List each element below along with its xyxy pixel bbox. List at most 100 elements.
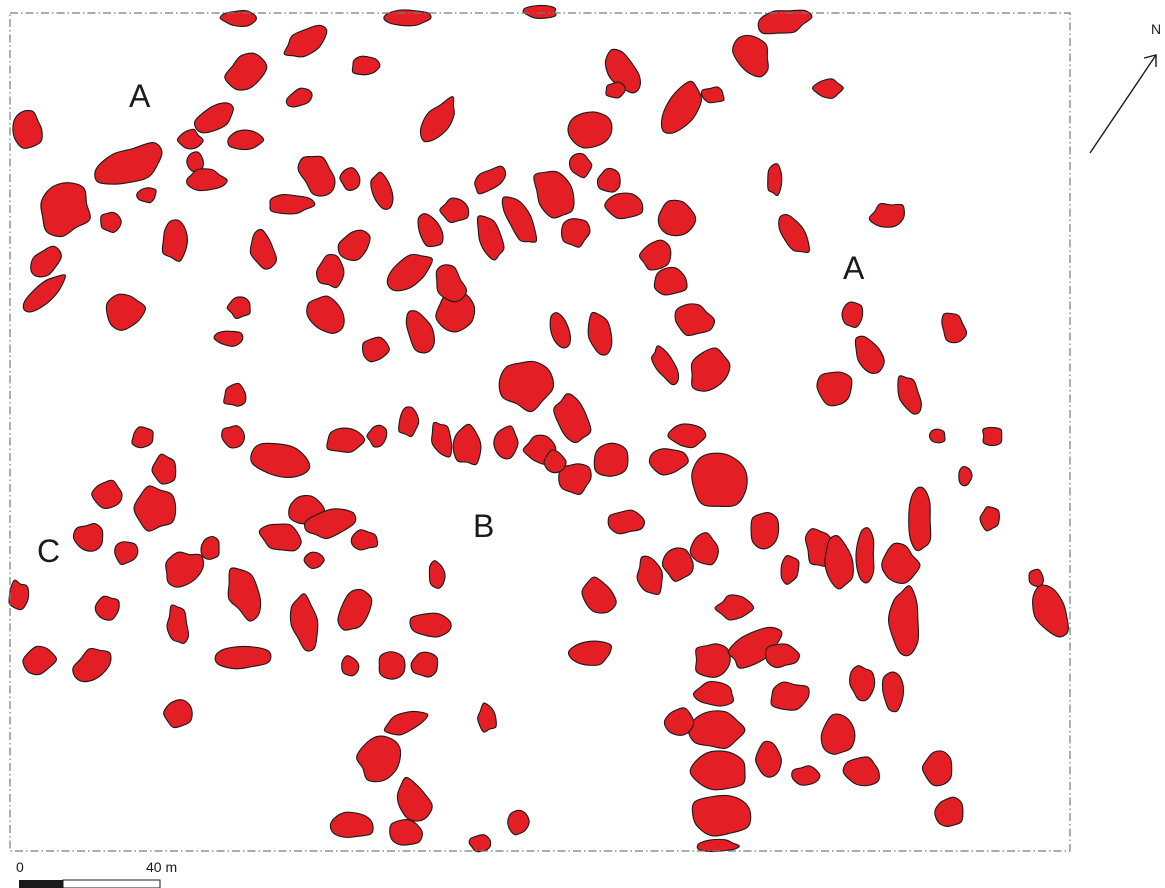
feature-patch [533,170,575,219]
feature-patch [94,595,120,621]
feature-patch [474,165,507,195]
feature-patch [663,707,695,736]
feature-patch [690,347,731,392]
feature-patch [337,229,371,261]
feature-patch [477,702,497,733]
feature-patch [498,360,555,413]
feature-patch [816,371,853,407]
feature-patch [431,421,453,458]
feature-patch [285,87,313,108]
feature-patch [219,9,257,27]
feature-patch [227,567,262,622]
feature-patch [824,535,854,590]
feature-patch [133,485,177,532]
feature-patch [941,312,968,344]
feature-patch [468,834,492,853]
feature-patch [350,529,379,551]
feature-patch [419,95,455,143]
feature-patch [476,215,505,261]
feature-patch [12,109,43,149]
feature-patch [361,336,390,363]
feature-patch [604,192,644,220]
feature-patch [636,555,663,596]
feature-patch [593,442,629,477]
feature-patch [767,163,783,197]
feature-patch [780,554,800,585]
feature-patch [661,547,694,582]
feature-patch [842,756,880,787]
feature-patch [22,645,58,676]
scale-bar-empty-segment [62,879,161,888]
feature-patch [409,612,452,638]
feature-patch [493,425,519,460]
feature-patch [558,463,592,495]
feature-patch [386,253,433,292]
feature-patch [339,167,361,191]
scale-bar-end-label: 40 m [146,859,178,875]
feature-patch [700,86,725,104]
feature-patch [820,713,856,755]
feature-patch [329,811,374,838]
feature-patch [435,264,468,303]
scale-bar-start-label: 0 [16,859,24,875]
feature-patch [854,335,885,374]
feature-patch [351,55,381,76]
feature-patch [696,838,740,853]
feature-patch [791,765,821,786]
feature-patch [732,34,769,78]
north-label: N [1151,21,1162,37]
feature-patch [567,111,613,149]
feature-patch [151,453,177,485]
feature-patch [1032,584,1069,638]
feature-patch [897,375,922,415]
feature-patch [378,651,406,680]
feature-patch [605,81,626,99]
feature-patch [695,643,731,678]
feature-patch [770,681,810,711]
feature-patch [543,449,567,474]
feature-patch [757,9,813,35]
feature-patch [226,296,251,320]
feature-patch [604,48,641,94]
feature-patch [849,665,876,702]
feature-patch [383,9,432,27]
feature-patch [193,102,234,134]
feature-patch [755,740,782,778]
feature-patch [223,382,247,407]
feature-patch [868,202,905,228]
feature-patch [249,228,278,270]
feature-patch [303,508,357,540]
feature-patch [841,301,864,329]
feature-patch [200,535,220,560]
feature-patch [667,423,707,449]
feature-patch [40,182,91,238]
feature-patch [410,651,439,678]
feature-patch [136,187,157,204]
feature-patch [908,486,932,552]
feature-patch [607,509,646,535]
feature-patch [22,274,67,313]
feature-patch [881,671,905,713]
feature-patch [366,424,388,448]
feature-patch [657,199,697,237]
feature-patch [691,794,752,837]
feature-patch [72,647,112,683]
feature-patch [221,425,246,449]
feature-patch [638,239,672,271]
feature-patch [452,423,482,466]
feature-patch [560,218,591,248]
north-arrow-icon [1089,54,1157,154]
feature-patch [691,452,748,508]
feature-patch [405,310,435,354]
feature-patch [163,699,193,729]
feature-patch [306,295,345,334]
feature-patch [687,710,746,749]
feature-patch [417,213,444,248]
feature-patch [1028,568,1044,588]
feature-patch [507,809,530,836]
feature-patch [250,442,311,478]
feature-patch [8,579,30,611]
feature-layer [8,4,1069,853]
feature-patch [213,330,244,347]
feature-patch [131,426,154,449]
